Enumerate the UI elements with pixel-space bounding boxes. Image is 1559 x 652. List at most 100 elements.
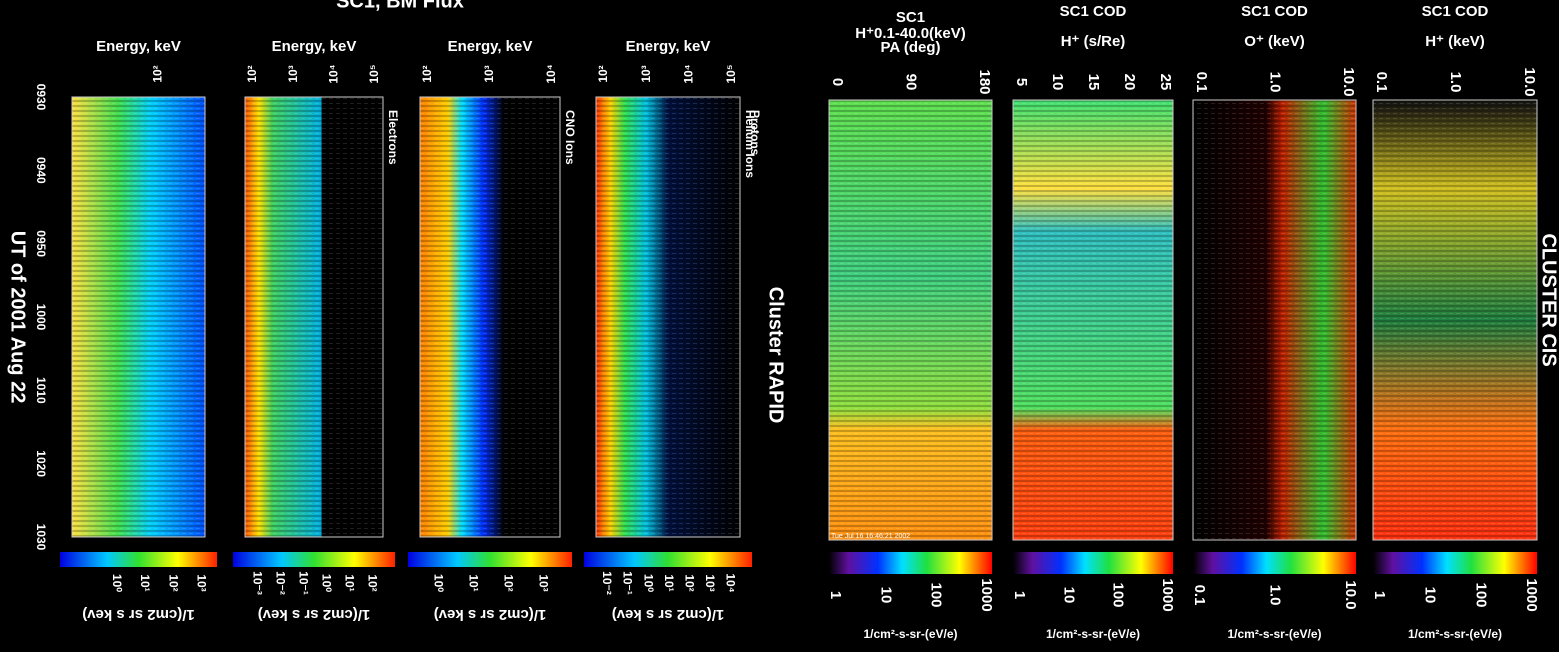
colorbar-unit: 1/cm²-s-sr-(eV/e) <box>1046 627 1140 641</box>
panel-frame <box>1192 99 1357 541</box>
energy-tick-label: 10⁴ <box>327 64 341 83</box>
instrument-label: Cluster RAPID <box>765 287 787 424</box>
panel-frame <box>595 96 741 538</box>
colorbar-unit: 1/(cm2 sr s kev) <box>434 606 547 623</box>
axis-tick-label: 0.1 <box>1373 72 1390 93</box>
species-label: CNO Ions <box>563 110 577 165</box>
time-tick-label: 0940 <box>34 157 48 184</box>
panel-title: H⁺ (keV) <box>1425 33 1485 50</box>
axis-tick-label: 25 <box>1157 74 1174 91</box>
panel-title: SC1 <box>896 9 925 26</box>
panel-title: O⁺ (keV) <box>1244 33 1304 50</box>
axis-tick-label: 5 <box>1013 78 1030 86</box>
colorbar-tick-label: 10⁰ <box>641 574 655 592</box>
energy-tick-label: 10⁵ <box>724 65 738 84</box>
colorbar-tick-label: 10⁻³ <box>250 571 264 595</box>
colorbar-tick-label: 100 <box>1110 582 1127 607</box>
axis-tick-label: 10.0 <box>1521 67 1538 96</box>
energy-tick-label: 10⁴ <box>544 64 558 83</box>
species-label: Protons <box>748 110 762 156</box>
time-tick-label: 1020 <box>34 450 48 477</box>
colorbar-tick-label: 10¹ <box>138 574 152 591</box>
panel-frame <box>828 99 993 541</box>
colorbar-tick-label: 10² <box>682 574 696 591</box>
colorbar-tick-label: 10² <box>365 574 379 591</box>
panel-frame <box>1372 99 1538 541</box>
time-tick-label: 1000 <box>34 304 48 331</box>
energy-header: Energy, keV <box>96 38 181 55</box>
colorbar-tick-label: 1000 <box>1523 578 1540 611</box>
axis-tick-label: 90 <box>903 74 920 91</box>
energy-tick-label: 10⁴ <box>682 64 696 83</box>
spectrogram-texture <box>420 97 560 537</box>
species-label: Electrons <box>386 110 400 165</box>
energy-tick-label: 10² <box>596 65 610 82</box>
axis-tick-label: 0.1 <box>1193 72 1210 93</box>
panel-frame <box>419 96 561 538</box>
energy-tick-label: 10⁵ <box>367 65 381 84</box>
colorbar-tick-label: 10² <box>166 574 180 591</box>
colorbar <box>829 552 992 574</box>
colorbar-tick-label: 10¹ <box>662 574 676 591</box>
panel-title: SC1 COD <box>1060 3 1127 20</box>
panel-frame <box>244 96 384 538</box>
panel-frame <box>1012 99 1174 541</box>
colorbar-tick-label: 1000 <box>1159 578 1176 611</box>
colorbar <box>1373 552 1537 574</box>
colorbar-tick-label: 10⁴ <box>724 573 738 592</box>
colorbar-tick-label: 100 <box>1472 582 1489 607</box>
time-tick-label: 1010 <box>34 377 48 404</box>
colorbar-tick-label: 10¹ <box>466 574 480 591</box>
colorbar-unit: 1/cm²-s-sr-(eV/e) <box>863 627 957 641</box>
instrument-label: CLUSTER CIS <box>1538 233 1559 366</box>
axis-tick-label: 0 <box>829 78 846 86</box>
panel-title: PA (deg) <box>881 39 941 56</box>
colorbar-tick-label: 10 <box>1422 587 1439 604</box>
energy-tick-label: 10³ <box>482 65 496 82</box>
axis-tick-label: 15 <box>1085 74 1102 91</box>
colorbar-unit: 1/(cm2 sr s kev) <box>258 606 371 623</box>
species-label: Helium Ions <box>743 110 757 178</box>
time-tick-label: 0950 <box>34 230 48 257</box>
colorbar-tick-label: 0.1 <box>1191 585 1208 606</box>
time-tick-label: 1030 <box>34 524 48 551</box>
colorbar-tick-label: 1000 <box>978 578 995 611</box>
colorbar-tick-label: 10⁰ <box>319 574 333 592</box>
spectrogram-texture <box>829 100 992 540</box>
colorbar-tick-label: 10.0 <box>1342 580 1359 609</box>
colorbar-tick-label: 1 <box>1371 591 1388 599</box>
colorbar-tick-label: 10⁻¹ <box>296 571 310 595</box>
energy-tick-label: 10² <box>420 65 434 82</box>
colorbar-tick-label: 1 <box>827 591 844 599</box>
colorbar-unit: 1/(cm2 sr s kev) <box>612 606 725 623</box>
colorbar-tick-label: 10³ <box>195 574 209 591</box>
energy-header: Energy, keV <box>272 38 357 55</box>
colorbar <box>1193 552 1356 574</box>
energy-tick-label: 10² <box>245 65 259 82</box>
time-axis-label: UT of 2001 Aug 22 <box>7 231 29 404</box>
axis-tick-label: 1.0 <box>1267 72 1284 93</box>
axis-tick-label: 1.0 <box>1447 72 1464 93</box>
colorbar-tick-label: 1 <box>1011 591 1028 599</box>
spectrogram-texture <box>1373 100 1537 540</box>
axis-tick-label: 20 <box>1121 74 1138 91</box>
colorbar <box>233 552 395 567</box>
timestamp: Tue Jul 16 16:46:21 2002 <box>831 533 910 540</box>
colorbar-tick-label: 10⁻² <box>273 571 287 595</box>
axis-tick-label: 10 <box>1049 74 1066 91</box>
energy-tick-label: 10² <box>151 65 165 82</box>
panel-title: SC1 COD <box>1241 3 1308 20</box>
colorbar-tick-label: 10¹ <box>342 574 356 591</box>
colorbar-tick-label: 10 <box>1060 587 1077 604</box>
spectrogram-texture <box>596 97 740 537</box>
energy-header: Energy, keV <box>626 38 711 55</box>
colorbar-tick-label: 100 <box>928 582 945 607</box>
panel-title: H⁺0.1-40.0(keV) <box>855 25 965 42</box>
figure-title: SC1, BM Flux <box>336 0 464 12</box>
panel-title: H⁺ (s/Re) <box>1061 33 1126 50</box>
colorbar <box>408 552 572 567</box>
colorbar-tick-label: 10⁰ <box>431 574 445 592</box>
spectrogram-texture <box>245 97 383 537</box>
spectrogram-texture <box>1013 100 1173 540</box>
